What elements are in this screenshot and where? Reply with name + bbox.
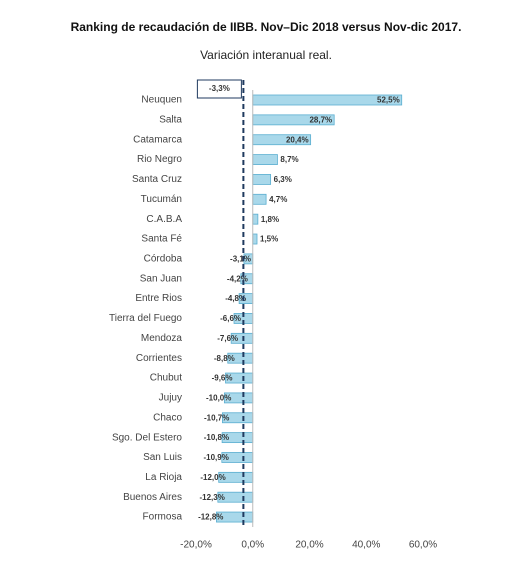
category-label: Catamarca bbox=[133, 134, 182, 145]
reference-box bbox=[196, 79, 242, 99]
value-label: 20,4% bbox=[286, 135, 309, 144]
chart-subtitle: Variación interanual real. bbox=[200, 48, 332, 62]
x-tick-label: 40,0% bbox=[352, 540, 380, 551]
value-label: 52,5% bbox=[377, 96, 400, 105]
value-label: -7,6% bbox=[217, 334, 238, 343]
category-label: Mendoza bbox=[141, 333, 183, 344]
category-label: Santa Fé bbox=[141, 234, 182, 245]
value-label: 8,7% bbox=[280, 155, 298, 164]
category-label: Rio Negro bbox=[137, 154, 182, 165]
category-label: San Luis bbox=[143, 452, 182, 463]
value-label: -10,8% bbox=[204, 433, 229, 442]
bar bbox=[252, 154, 278, 165]
value-label: -6,6% bbox=[220, 314, 241, 323]
category-label: Chaco bbox=[153, 412, 182, 423]
value-label: -3,1% bbox=[230, 254, 251, 263]
x-tick-label: 60,0% bbox=[409, 540, 437, 551]
value-label: 1,8% bbox=[261, 215, 279, 224]
category-label: Neuquen bbox=[141, 95, 182, 106]
value-label: 4,7% bbox=[269, 195, 287, 204]
value-label: -4,8% bbox=[225, 294, 246, 303]
bar bbox=[252, 193, 267, 205]
value-label: 28,7% bbox=[309, 115, 332, 124]
category-label: Jujuy bbox=[159, 393, 182, 404]
value-label: 1,5% bbox=[260, 235, 278, 244]
x-tick-label: 20,0% bbox=[295, 540, 323, 551]
value-label: -12,8% bbox=[198, 513, 223, 522]
x-tick-label: -20,0% bbox=[180, 540, 212, 551]
category-label: Salta bbox=[159, 115, 182, 126]
chart-title: Ranking de recaudación de IIBB. Nov–Dic … bbox=[71, 20, 462, 34]
category-label: Tucumán bbox=[141, 194, 182, 205]
value-label: -10,7% bbox=[204, 413, 229, 422]
bar bbox=[252, 174, 272, 185]
x-tick-label: 0,0% bbox=[241, 540, 264, 551]
value-label: -9,6% bbox=[212, 374, 233, 383]
category-label: C.A.B.A bbox=[146, 214, 182, 225]
category-label: San Juan bbox=[140, 273, 182, 284]
bar bbox=[252, 233, 258, 245]
category-label: Chubut bbox=[150, 373, 182, 384]
value-label: -10,9% bbox=[203, 453, 228, 462]
category-label: Buenos Aires bbox=[123, 492, 182, 503]
category-label: Corrientes bbox=[136, 353, 182, 364]
value-label: -8,8% bbox=[214, 354, 235, 363]
value-label: -4,2% bbox=[227, 274, 248, 283]
category-label: La Rioja bbox=[145, 472, 182, 483]
value-label: 6,3% bbox=[274, 175, 292, 184]
value-label: -12,0% bbox=[200, 473, 225, 482]
category-label: Sgo. Del Estero bbox=[112, 432, 182, 443]
category-label: Santa Cruz bbox=[132, 174, 182, 185]
category-label: Tierra del Fuego bbox=[109, 313, 182, 324]
category-label: Formosa bbox=[143, 512, 183, 523]
value-label: -10,0% bbox=[206, 394, 231, 403]
reference-label: -3,3% bbox=[209, 84, 230, 93]
bar bbox=[252, 213, 259, 225]
value-label: -12,3% bbox=[199, 493, 224, 502]
category-label: Córdoba bbox=[144, 254, 183, 265]
category-label: Entre Rios bbox=[135, 293, 182, 304]
